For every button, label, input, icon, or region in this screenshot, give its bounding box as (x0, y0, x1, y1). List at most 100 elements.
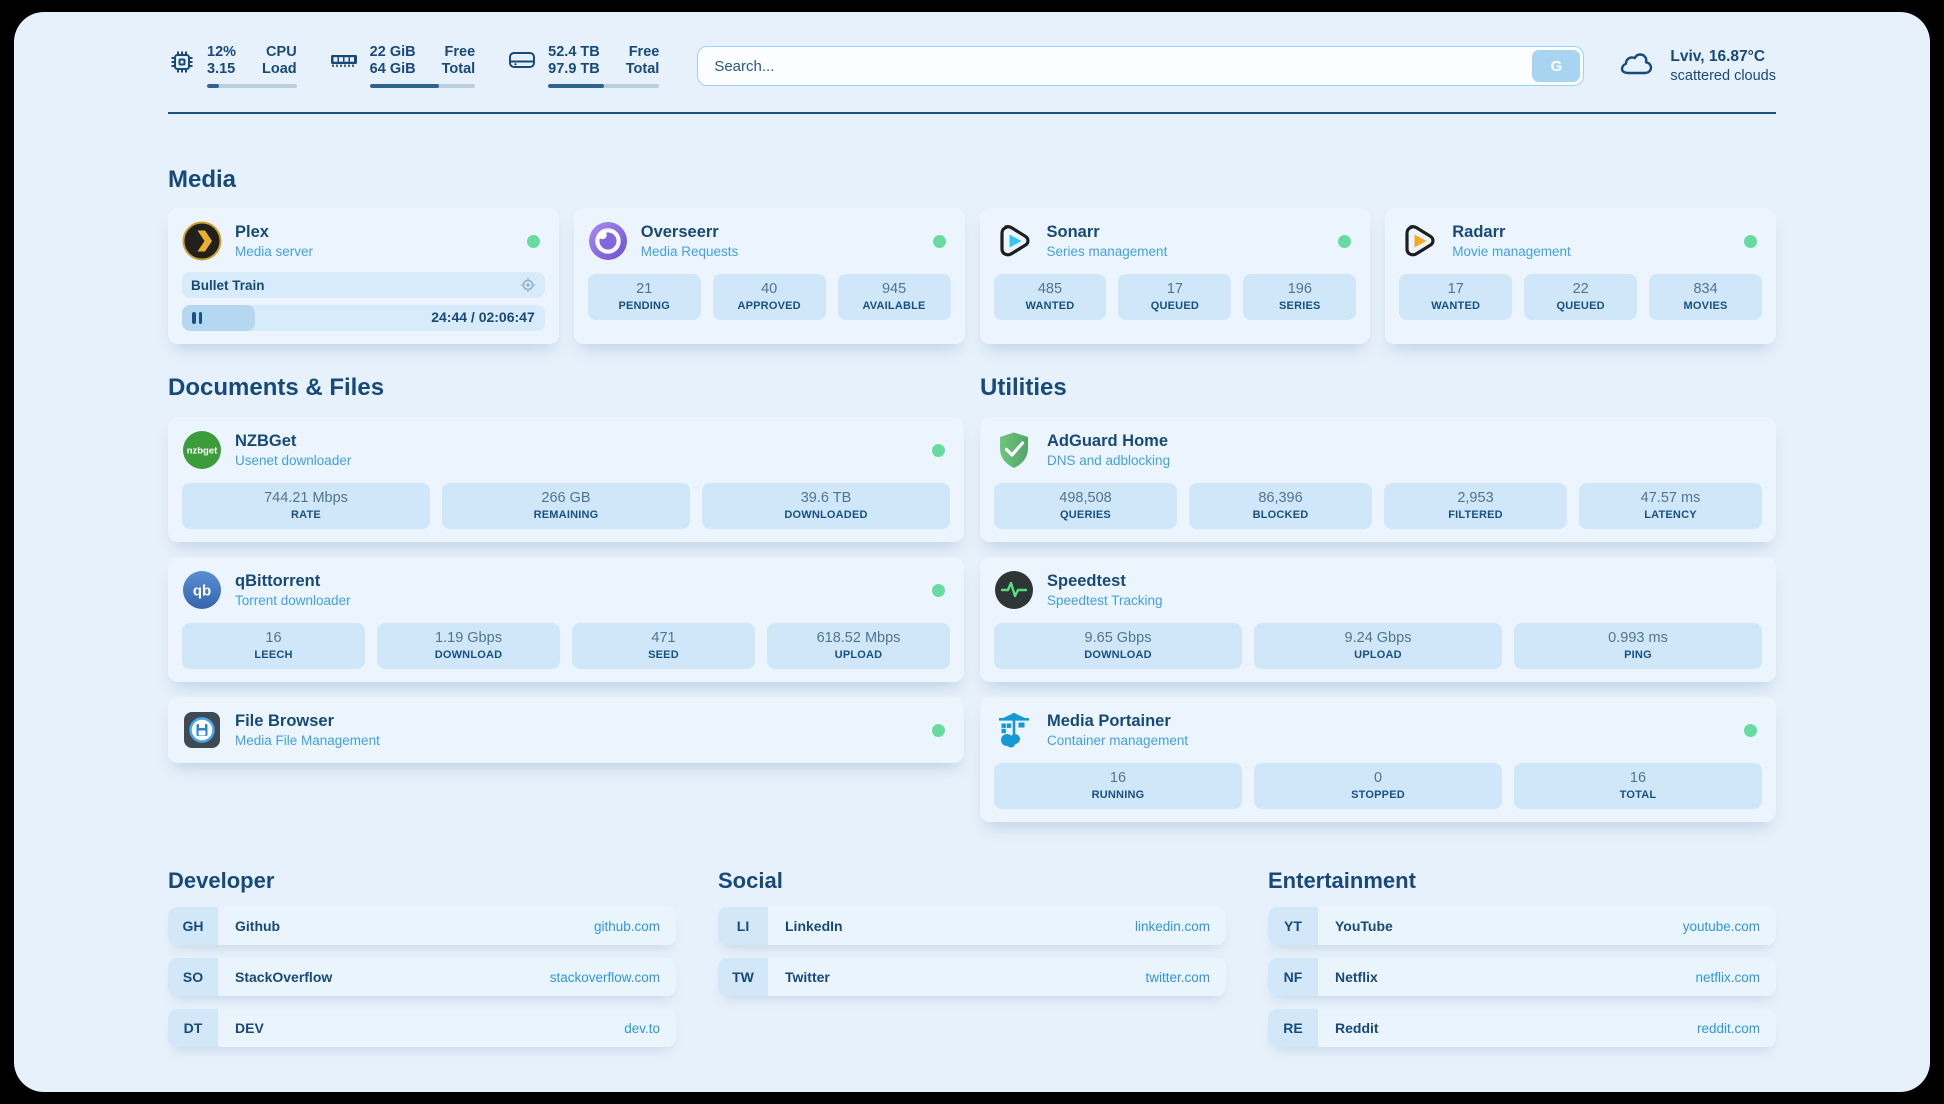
cpu-chip-icon (168, 48, 196, 81)
ram-total: 64 GiB (369, 61, 416, 77)
status-online-dot (1744, 723, 1757, 737)
ram-icon (329, 48, 359, 77)
media-cards-row: Plex Media server Bullet Train (168, 208, 1776, 344)
topbar-divider (168, 112, 1776, 114)
utilities-column: Utilities AdGuard Home (980, 374, 1776, 822)
disk-total-label: Total (625, 61, 660, 77)
status-online-dot (1338, 234, 1352, 248)
bookmarks-section: Developer GH Github github.com SO StackO… (168, 868, 1776, 1047)
section-title-developer: Developer (168, 868, 275, 893)
status-online-dot (1744, 234, 1757, 248)
now-playing-row: Bullet Train (182, 272, 545, 298)
qbittorrent-icon: qb (182, 570, 222, 610)
pause-icon (192, 312, 202, 324)
service-card-sonarr[interactable]: Sonarr Series management 485 WANTED 17 Q… (979, 208, 1371, 344)
service-card-radarr[interactable]: Radarr Movie management 17 WANTED 22 QUE… (1385, 208, 1776, 344)
link-twitter[interactable]: TW Twitter twitter.com (718, 958, 1226, 996)
overseerr-icon (588, 221, 628, 261)
service-card-adguard[interactable]: AdGuard Home DNS and adblocking 498,508 … (980, 417, 1776, 542)
app-subtitle: Media server (235, 244, 314, 259)
ram-progress-bar (369, 84, 476, 88)
nzbget-icon: nzbget (182, 430, 222, 470)
app-subtitle: Media File Management (235, 733, 380, 748)
link-linkedin[interactable]: LI LinkedIn linkedin.com (718, 907, 1226, 945)
section-title-entertainment: Entertainment (1268, 868, 1416, 893)
cpu-load-label: Load (262, 61, 297, 77)
now-playing-title: Bullet Train (191, 277, 265, 293)
cpu-progress-bar (207, 84, 297, 88)
ram-stat-group: 22 GiB Free 64 GiB Total (329, 44, 476, 88)
link-group-developer: Developer GH Github github.com SO StackO… (168, 868, 676, 1047)
app-subtitle: Speedtest Tracking (1047, 593, 1163, 608)
link-reddit[interactable]: RE Reddit reddit.com (1268, 1009, 1776, 1047)
app-name: Radarr (1452, 223, 1506, 241)
link-dev[interactable]: DT DEV dev.to (168, 1009, 676, 1047)
speedtest-icon (994, 570, 1034, 610)
stat-box: 21 PENDING (587, 274, 701, 320)
ram-free: 22 GiB (369, 44, 416, 60)
section-title-media: Media (168, 166, 237, 193)
link-group-entertainment: Entertainment YT YouTube youtube.com NF … (1268, 868, 1776, 1047)
disk-total: 97.9 TB (548, 61, 600, 77)
status-online-dot (932, 723, 945, 737)
service-card-qbittorrent[interactable]: qb qBittorrent Torrent downloader 16 LEE… (168, 557, 964, 682)
cpu-label: CPU (266, 44, 297, 60)
stat-box: 47.57 ms LATENCY (1579, 483, 1762, 529)
link-netflix[interactable]: NF Netflix netflix.com (1268, 958, 1776, 996)
google-search-button[interactable]: G (1532, 50, 1581, 82)
app-name: Plex (235, 223, 269, 241)
stat-box: 834 MOVIES (1649, 274, 1763, 320)
service-card-overseerr[interactable]: Overseerr Media Requests 21 PENDING 40 A… (573, 208, 965, 344)
gear-icon[interactable] (520, 277, 536, 293)
playback-progress-bar: 24:44 / 02:06:47 (182, 305, 545, 331)
search-input[interactable] (697, 46, 1585, 86)
weather-location-temp: Lviv, 16.87°C (1670, 48, 1766, 65)
service-card-portainer[interactable]: Media Portainer Container management 16 … (980, 697, 1776, 822)
link-stackoverflow[interactable]: SO StackOverflow stackoverflow.com (168, 958, 676, 996)
app-name: qBittorrent (235, 572, 321, 590)
ram-free-label: Free (444, 44, 476, 60)
hard-drive-icon (507, 48, 537, 77)
app-subtitle: Container management (1047, 733, 1189, 748)
adguard-icon (994, 430, 1034, 470)
link-abbr-badge: GH (168, 907, 218, 945)
stat-box: 485 WANTED (993, 274, 1107, 320)
svg-text:qb: qb (193, 583, 211, 600)
app-subtitle: Torrent downloader (235, 593, 351, 608)
service-card-plex[interactable]: Plex Media server Bullet Train (168, 208, 559, 344)
documents-column: Documents & Files nzbget NZBGet Usenet d… (168, 374, 964, 763)
system-stats: 12% CPU 3.15 Load (168, 44, 660, 88)
app-name: Overseerr (640, 223, 719, 241)
portainer-icon (994, 710, 1034, 750)
status-online-dot (932, 583, 945, 597)
stat-box: 744.21 Mbps RATE (182, 483, 430, 529)
link-group-social: Social LI LinkedIn linkedin.com TW Twitt… (718, 868, 1226, 996)
link-abbr-badge: DT (168, 1009, 218, 1047)
app-subtitle: Series management (1046, 244, 1168, 259)
svg-text:nzbget: nzbget (187, 446, 218, 457)
app-subtitle: Movie management (1452, 244, 1571, 259)
app-subtitle: Media Requests (640, 244, 739, 259)
link-abbr-badge: YT (1268, 907, 1318, 945)
service-card-filebrowser[interactable]: File Browser Media File Management (168, 697, 964, 763)
link-abbr-badge: SO (168, 958, 218, 996)
disk-progress-bar (548, 84, 660, 88)
stat-box: 16 RUNNING (994, 763, 1242, 809)
link-abbr-badge: LI (718, 907, 768, 945)
weather-widget[interactable]: Lviv, 16.87°C scattered clouds (1618, 48, 1776, 84)
stat-box: 9.24 Gbps UPLOAD (1254, 623, 1502, 669)
stat-box: 22 QUEUED (1524, 274, 1638, 320)
filebrowser-icon (182, 710, 222, 750)
status-online-dot (932, 234, 946, 248)
radarr-icon (1399, 221, 1439, 261)
service-card-nzbget[interactable]: nzbget NZBGet Usenet downloader 744.21 M… (168, 417, 964, 542)
app-name: AdGuard Home (1047, 432, 1169, 450)
disk-free-label: Free (628, 44, 660, 60)
link-youtube[interactable]: YT YouTube youtube.com (1268, 907, 1776, 945)
stat-box: 2,953 FILTERED (1384, 483, 1567, 529)
link-github[interactable]: GH Github github.com (168, 907, 676, 945)
search-bar: G (697, 46, 1585, 86)
dashboard-page: 12% CPU 3.15 Load (14, 12, 1930, 1092)
section-title-documents: Documents & Files (168, 374, 385, 401)
service-card-speedtest[interactable]: Speedtest Speedtest Tracking 9.65 Gbps D… (980, 557, 1776, 682)
